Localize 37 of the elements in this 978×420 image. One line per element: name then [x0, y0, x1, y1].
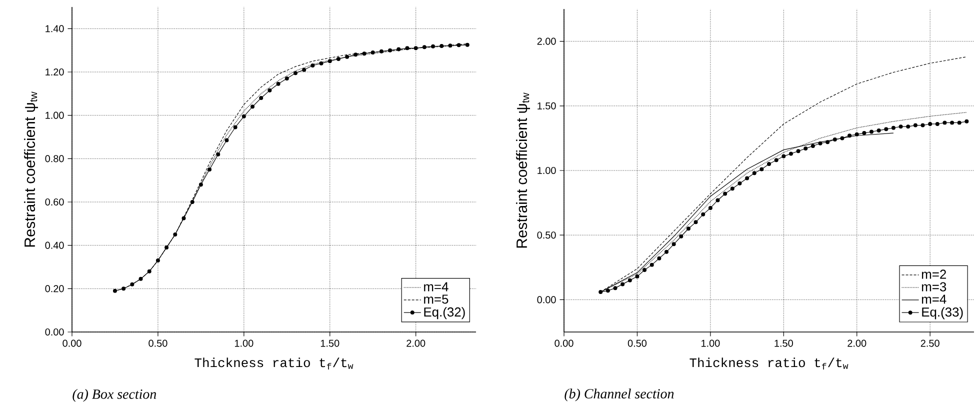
- x-tick-label: 0.00: [62, 340, 82, 347]
- y-axis-title: Restraint coefficient ψ$_{tw}$: [24, 92, 38, 247]
- y-tick-label: 1.00: [538, 166, 556, 174]
- x-tick-label: 2.00: [848, 340, 866, 347]
- x-tick-label: 1.50: [320, 340, 340, 347]
- legend-label: m=4: [424, 282, 448, 292]
- y-tick-label: 1.20: [46, 68, 64, 76]
- y-tick-label: 0.20: [45, 285, 64, 292]
- x-tick-label: 0.50: [628, 340, 647, 347]
- legend-label: m=3: [922, 282, 946, 292]
- x-tick-label: 1.00: [234, 340, 254, 347]
- y-tick-label: 2.00: [537, 38, 556, 45]
- text: (a) Box section: [72, 389, 156, 402]
- y-tick-label: 0.40: [45, 242, 64, 249]
- legend-label: Eq.(32): [424, 307, 465, 320]
- legend-label: m=4: [922, 294, 946, 304]
- legend-label: m=5: [424, 294, 448, 304]
- y-tick-label: 1.40: [46, 25, 64, 32]
- y-tick-label: 1.50: [538, 102, 556, 110]
- x-tick-label: 1.00: [702, 340, 720, 347]
- x-tick-label: 0.50: [148, 340, 168, 347]
- x-tick-label: 2.00: [406, 340, 426, 347]
- x-axis-title: Thickness ratio t$_{f}$/t$_{w}$: [690, 358, 848, 370]
- y-tick-label: 0.00: [45, 328, 64, 336]
- text: (b) Channel section: [564, 388, 674, 402]
- x-tick-label: 1.50: [774, 340, 793, 347]
- x-tick-label: 2.50: [920, 340, 940, 347]
- y-tick-label: 0.80: [45, 155, 64, 162]
- y-axis-title: Restraint coefficient ψ$_{tw}$: [516, 92, 530, 248]
- y-tick-label: 0.00: [537, 296, 556, 304]
- y-tick-label: 0.60: [45, 198, 64, 206]
- legend-label: m=2: [922, 270, 946, 279]
- x-axis-title: Thickness ratio t$_{f}$/t$_{w}$: [194, 358, 354, 370]
- legend-label: Eq.(33): [922, 307, 963, 320]
- x-tick-label: 0.00: [554, 340, 574, 347]
- y-tick-label: 0.50: [537, 232, 556, 239]
- y-tick-label: 1.00: [46, 112, 64, 119]
